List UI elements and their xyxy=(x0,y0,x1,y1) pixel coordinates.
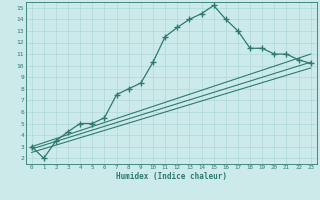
X-axis label: Humidex (Indice chaleur): Humidex (Indice chaleur) xyxy=(116,172,227,181)
